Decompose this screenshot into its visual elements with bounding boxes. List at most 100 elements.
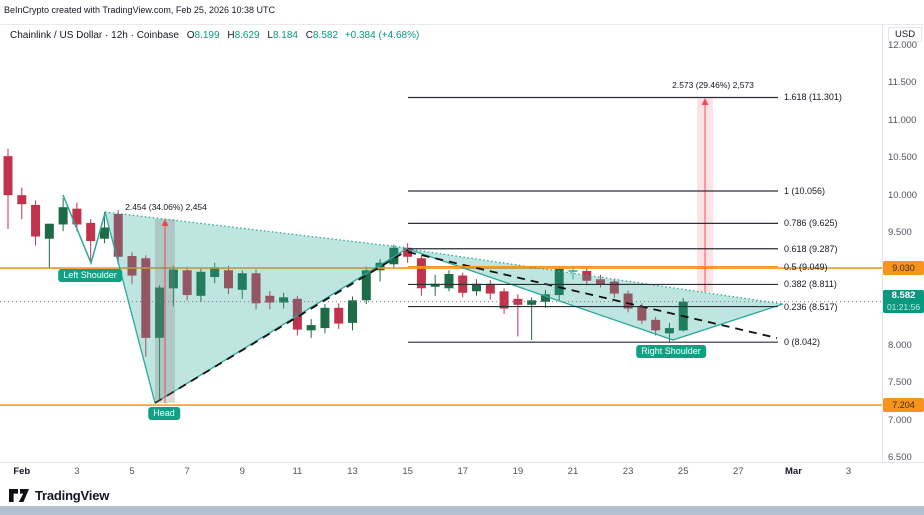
price-axis-tick: 11.500 <box>888 77 917 89</box>
candle-body <box>86 222 96 241</box>
candle-body <box>182 270 192 296</box>
fib-level-label[interactable]: 0.382 (8.811) <box>784 279 837 290</box>
last-price-badge: 8.582 01:21:56 <box>883 289 924 313</box>
candle-body <box>472 283 482 292</box>
attribution-text: BeInCrypto created with TradingView.com,… <box>4 5 275 15</box>
pattern-triangle-edge <box>104 211 156 404</box>
fib-level-label[interactable]: 0.5 (9.049) <box>784 261 828 272</box>
candle-body <box>596 279 606 285</box>
fib-level-label[interactable]: 0.236 (8.517) <box>784 301 838 312</box>
candle-body <box>361 270 371 301</box>
fib-level-label[interactable]: 1.618 (11.301) <box>784 92 842 103</box>
trendline-dashed[interactable] <box>154 249 409 404</box>
time-axis-tick: 15 <box>402 466 413 477</box>
time-axis-tick: 27 <box>733 466 744 477</box>
candle-body <box>664 328 674 334</box>
ohlc-open: O8.199 <box>186 30 220 41</box>
candle-body <box>155 287 165 338</box>
candle-body <box>251 273 261 304</box>
pattern-label-badge[interactable]: Right Shoulder <box>636 344 706 358</box>
candle-body <box>265 295 275 303</box>
time-axis-tick: 5 <box>129 466 135 477</box>
candle-body <box>113 213 123 257</box>
time-axis-tick: 9 <box>239 466 245 477</box>
time-axis-tick: 3 <box>845 466 852 477</box>
tradingview-logo-icon <box>9 489 29 502</box>
candle-body <box>306 325 316 331</box>
time-axis-tick: 13 <box>347 466 358 477</box>
fib-level-label[interactable]: 0.786 (9.625) <box>784 218 838 229</box>
candle-body <box>31 204 41 237</box>
pattern-label-badge[interactable]: Head <box>148 406 180 420</box>
time-axis-tick: Feb <box>13 466 31 477</box>
candle-body <box>237 273 247 290</box>
ohlc-low: L8.184 <box>267 30 298 41</box>
price-axis-unit-button[interactable]: USD <box>888 27 923 42</box>
price-axis-tick: 7.500 <box>888 377 912 389</box>
price-axis-tick: 11.000 <box>888 114 917 126</box>
candle-body <box>403 247 413 257</box>
candle-body <box>348 300 357 323</box>
time-axis-tick: 3 <box>74 466 80 477</box>
pattern-triangle-fill[interactable] <box>105 212 408 403</box>
candle-body <box>430 283 440 287</box>
time-axis-tick: 25 <box>677 466 689 477</box>
symbol-legend: Chainlink / US Dollar · 12h · Coinbase O… <box>10 30 419 41</box>
price-ray-badge: 7.204 <box>883 398 924 413</box>
candle-body <box>609 281 619 294</box>
tradingview-logo-text: TradingView <box>35 488 110 503</box>
price-ray-badge: 9.030 <box>883 261 924 276</box>
candle-body <box>3 156 13 196</box>
candle-body <box>582 271 592 281</box>
candle-body <box>141 258 151 338</box>
price-axis-tick: 8.000 <box>888 339 912 351</box>
bar-countdown: 01:21:56 <box>886 301 921 312</box>
fib-level-label[interactable]: 1 (10.056) <box>784 185 826 196</box>
candle-body <box>444 274 454 289</box>
candle-body <box>416 258 426 289</box>
candle-body <box>99 227 109 239</box>
candle-body <box>499 291 509 309</box>
candle-body <box>527 300 537 305</box>
pattern-triangle-edge <box>672 303 784 341</box>
fib-level-label[interactable]: 0.618 (9.287) <box>784 243 838 254</box>
candle-body <box>637 306 647 321</box>
price-axis-tick: 10.000 <box>888 189 918 201</box>
price-axis-tick: 9.500 <box>888 227 912 239</box>
pattern-label-badge[interactable]: Left Shoulder <box>58 268 122 282</box>
candle-body <box>279 297 289 303</box>
measurement-arrow-up-icon <box>161 219 169 226</box>
candle-body <box>320 307 330 329</box>
time-axis-tick: Mar <box>785 466 802 477</box>
measurement-arrow-up-icon <box>701 98 709 105</box>
price-axis-tick: 10.500 <box>888 152 918 164</box>
time-axis-tick: 23 <box>622 466 634 477</box>
candle-body <box>623 293 633 309</box>
ohlc-close: C8.582 <box>305 30 339 41</box>
candle-body <box>44 223 54 239</box>
pattern-triangle-fill[interactable] <box>408 249 783 340</box>
left-shoulder-v-line[interactable] <box>62 194 106 266</box>
pattern-triangle-edge <box>407 248 674 341</box>
measurement-label[interactable]: 2.454 (34.06%) 2,454 <box>125 202 207 212</box>
candle-body <box>17 195 27 205</box>
candle-body <box>568 270 578 272</box>
time-axis-tick: 21 <box>567 466 579 477</box>
time-axis[interactable] <box>0 462 924 482</box>
top-separator <box>0 24 924 25</box>
time-axis-tick: 11 <box>292 466 303 477</box>
price-axis-tick: 6.500 <box>888 452 912 464</box>
tradingview-logo[interactable]: TradingView <box>8 488 109 503</box>
fib-level-label[interactable]: 0 (8.042) <box>784 337 821 348</box>
symbol-title[interactable]: Chainlink / US Dollar · 12h · Coinbase <box>10 30 179 41</box>
ohlc-high: H8.629 <box>227 30 260 41</box>
candle-body <box>334 307 344 324</box>
candle-body <box>554 268 564 296</box>
candle-body <box>58 207 68 225</box>
time-axis-tick: 19 <box>512 466 524 477</box>
candle-body <box>196 271 206 296</box>
measurement-label[interactable]: 2.573 (29.46%) 2,573 <box>672 80 754 90</box>
